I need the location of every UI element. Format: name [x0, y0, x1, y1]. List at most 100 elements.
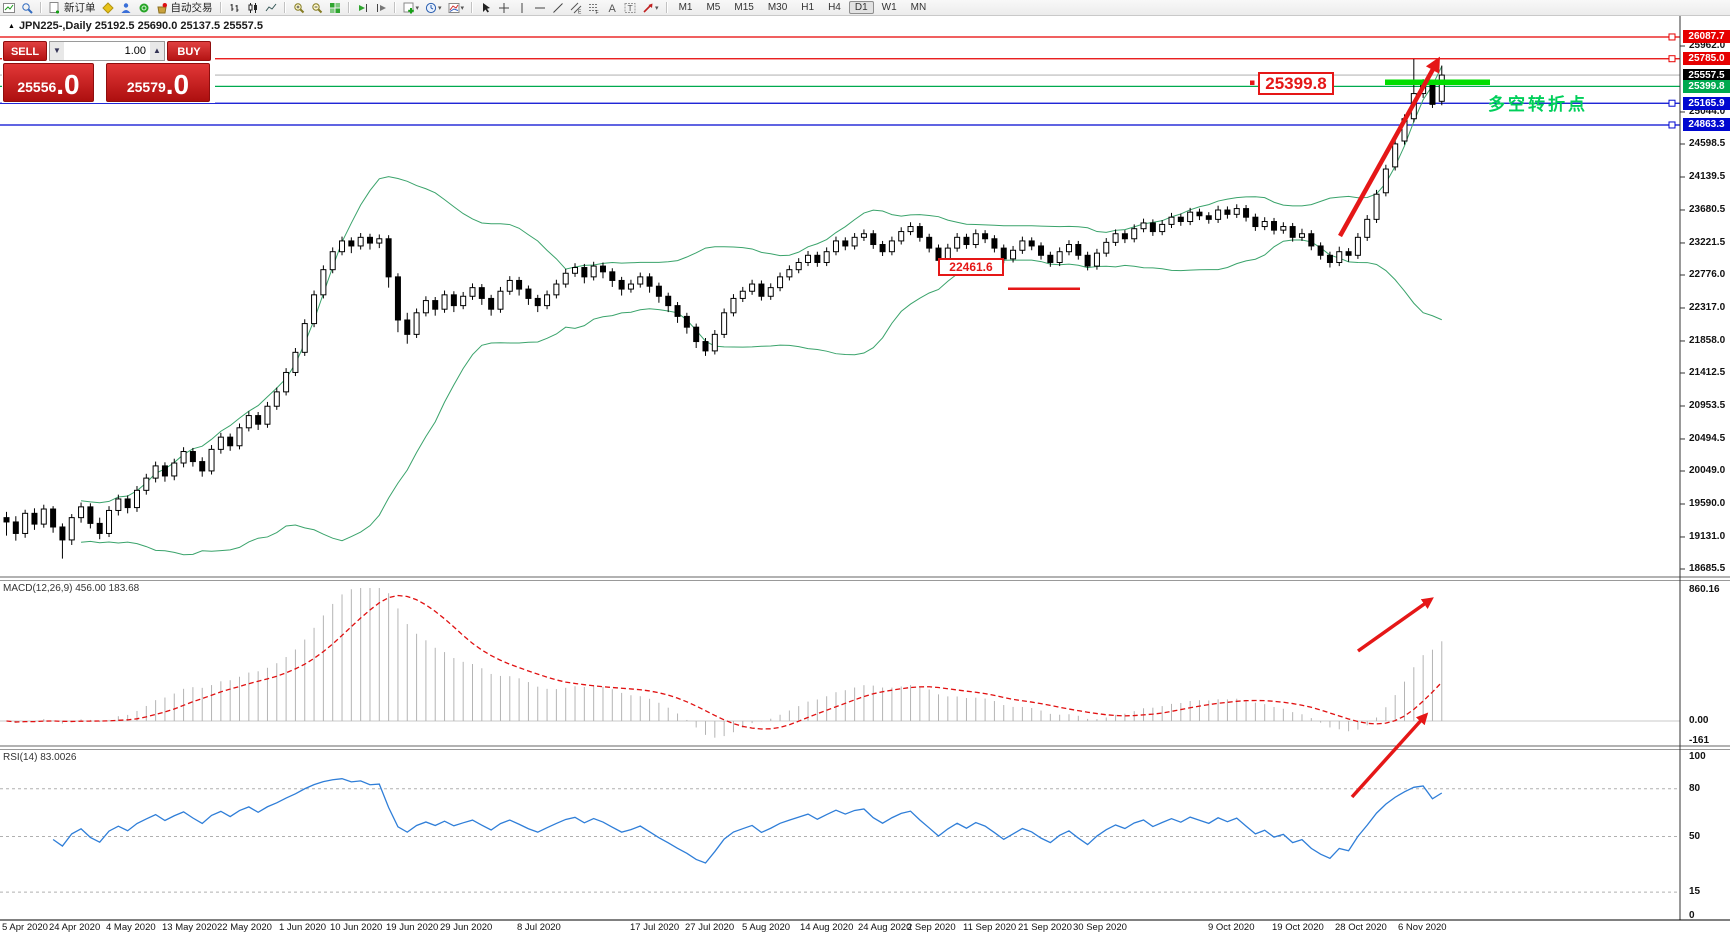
macd-scale-tick: 860.16	[1689, 584, 1720, 595]
horizontal-line-icon[interactable]	[532, 1, 548, 14]
crosshair-icon[interactable]	[496, 1, 512, 14]
price-tick: 20494.5	[1689, 432, 1726, 444]
indicators-icon[interactable]: ▾	[401, 1, 422, 14]
svg-text:T: T	[628, 3, 633, 13]
autotrading-button[interactable]: 自动交易	[154, 1, 215, 14]
turning-point-note[interactable]: 多空转折点	[1488, 95, 1588, 114]
price-annotation-upper[interactable]: 25399.8	[1258, 72, 1334, 95]
price-tick: 24139.5	[1689, 170, 1726, 182]
bollinger-lower-band	[81, 239, 1442, 556]
timeframe-H1[interactable]: H1	[801, 2, 815, 13]
timeframe-M1[interactable]: M1	[678, 2, 693, 13]
timeframe-M15[interactable]: M15	[734, 2, 754, 13]
price-tick: 19131.0	[1689, 530, 1726, 542]
market-icon[interactable]	[118, 1, 134, 14]
volume-input[interactable]: 1.00	[124, 45, 146, 57]
tile-windows-icon[interactable]	[327, 1, 343, 14]
text-icon[interactable]: A	[604, 1, 620, 14]
buy-price-main: 25579	[126, 79, 166, 95]
date-label: 9 Oct 2020	[1208, 922, 1255, 933]
date-label: 4 May 2020	[106, 922, 156, 933]
volume-decrease-button[interactable]: ▼	[50, 42, 64, 60]
text-label-icon[interactable]: T	[622, 1, 638, 14]
date-label: 5 Apr 2020	[2, 922, 48, 933]
fibonacci-icon[interactable]: F	[586, 1, 602, 14]
arrows-tool-icon[interactable]: ▾	[640, 1, 661, 14]
one-click-trading-panel: SELL ▼ 1.00 ▲ BUY 25556.0 25579.0	[2, 40, 215, 103]
trend-arrow[interactable]	[1350, 712, 1429, 799]
price-level-label: 25399.8	[1683, 79, 1730, 93]
trendline-icon[interactable]	[550, 1, 566, 14]
macd-signal-line	[6, 594, 1443, 730]
price-tick: 18685.5	[1689, 562, 1726, 574]
date-label: 27 Jul 2020	[685, 922, 735, 933]
line-handle[interactable]	[1668, 99, 1676, 107]
svg-text:E: E	[578, 9, 582, 14]
date-label: 28 Oct 2020	[1335, 922, 1387, 933]
sell-price-box[interactable]: 25556.0	[3, 63, 94, 102]
timeframe-W1[interactable]: W1	[881, 2, 897, 13]
trend-highlight-bar[interactable]	[1385, 79, 1490, 86]
autotrading-label: 自动交易	[170, 2, 213, 14]
date-label: 29 Jun 2020	[440, 922, 493, 933]
price-tick: 21412.5	[1689, 366, 1726, 378]
date-label: 30 Sep 2020	[1073, 922, 1127, 933]
line-handle[interactable]	[1668, 33, 1676, 41]
rsi-scale-tick: 50	[1689, 830, 1701, 842]
price-annotation-lower[interactable]: 22461.6	[938, 258, 1004, 276]
chart-symbol-icon: ▲	[8, 23, 15, 30]
support-line-segment[interactable]	[1008, 287, 1080, 291]
bars-chart-icon[interactable]	[227, 1, 243, 14]
date-label: 8 Jul 2020	[517, 922, 561, 933]
line-chart-icon[interactable]	[263, 1, 279, 14]
date-label: 17 Jul 2020	[630, 922, 680, 933]
timeframe-D1[interactable]: D1	[848, 1, 874, 14]
new-chart-button[interactable]	[1, 1, 17, 14]
date-label: 24 Apr 2020	[49, 922, 101, 933]
buy-price-frac: .0	[165, 69, 190, 100]
candles-chart-icon[interactable]	[245, 1, 261, 14]
cursor-icon[interactable]	[478, 1, 494, 14]
chart-preview-button[interactable]	[19, 1, 35, 14]
zoom-out-icon[interactable]	[309, 1, 325, 14]
signals-icon[interactable]	[136, 1, 152, 14]
trend-arrow[interactable]	[1338, 56, 1440, 238]
periods-icon[interactable]: ▾	[423, 1, 444, 14]
vertical-line-icon[interactable]	[514, 1, 530, 14]
line-handle[interactable]	[1668, 121, 1676, 129]
date-label: 21 Sep 2020	[1018, 922, 1072, 933]
svg-text:F: F	[596, 10, 599, 14]
autoscroll-icon[interactable]	[355, 1, 371, 14]
trend-arrow[interactable]	[1356, 597, 1434, 653]
date-label: 14 Aug 2020	[800, 922, 854, 933]
price-tick: 25962.0	[1689, 39, 1726, 51]
price-tick: 25044.0	[1689, 105, 1726, 117]
timeframe-M30[interactable]: M30	[767, 2, 788, 13]
channel-icon[interactable]: E	[568, 1, 584, 14]
new-order-button[interactable]: 新订单	[47, 1, 98, 14]
buy-price-box[interactable]: 25579.0	[106, 63, 210, 102]
annotation-anchor	[1250, 80, 1255, 85]
timeframe-MN[interactable]: MN	[910, 2, 927, 13]
price-tick: 24598.5	[1689, 138, 1726, 149]
svg-text:A: A	[609, 3, 617, 14]
chart-title-text: JPN225-,Daily 25192.5 25690.0 25137.5 25…	[18, 20, 263, 32]
rsi-scale-tick: 15	[1689, 886, 1701, 898]
timeframe-M5[interactable]: M5	[706, 2, 721, 13]
date-label: 19 Jun 2020	[386, 922, 439, 933]
sell-button[interactable]: SELL	[3, 41, 47, 61]
line-handle[interactable]	[1668, 55, 1676, 63]
metaeditor-icon[interactable]	[100, 1, 116, 14]
timeframe-H4[interactable]: H4	[828, 2, 841, 13]
macd-scale-tick: 0.00	[1689, 715, 1709, 726]
chart-shift-icon[interactable]	[373, 1, 389, 14]
zoom-in-icon[interactable]	[291, 1, 307, 14]
buy-button[interactable]: BUY	[167, 41, 211, 61]
sell-price-frac: .0	[56, 69, 80, 100]
price-level-label: 25785.0	[1683, 52, 1730, 66]
rsi-label: RSI(14) 83.0026	[3, 752, 77, 763]
volume-increase-button[interactable]: ▲	[150, 42, 164, 60]
date-label: 10 Jun 2020	[330, 922, 383, 933]
templates-icon[interactable]: ▾	[446, 1, 467, 14]
